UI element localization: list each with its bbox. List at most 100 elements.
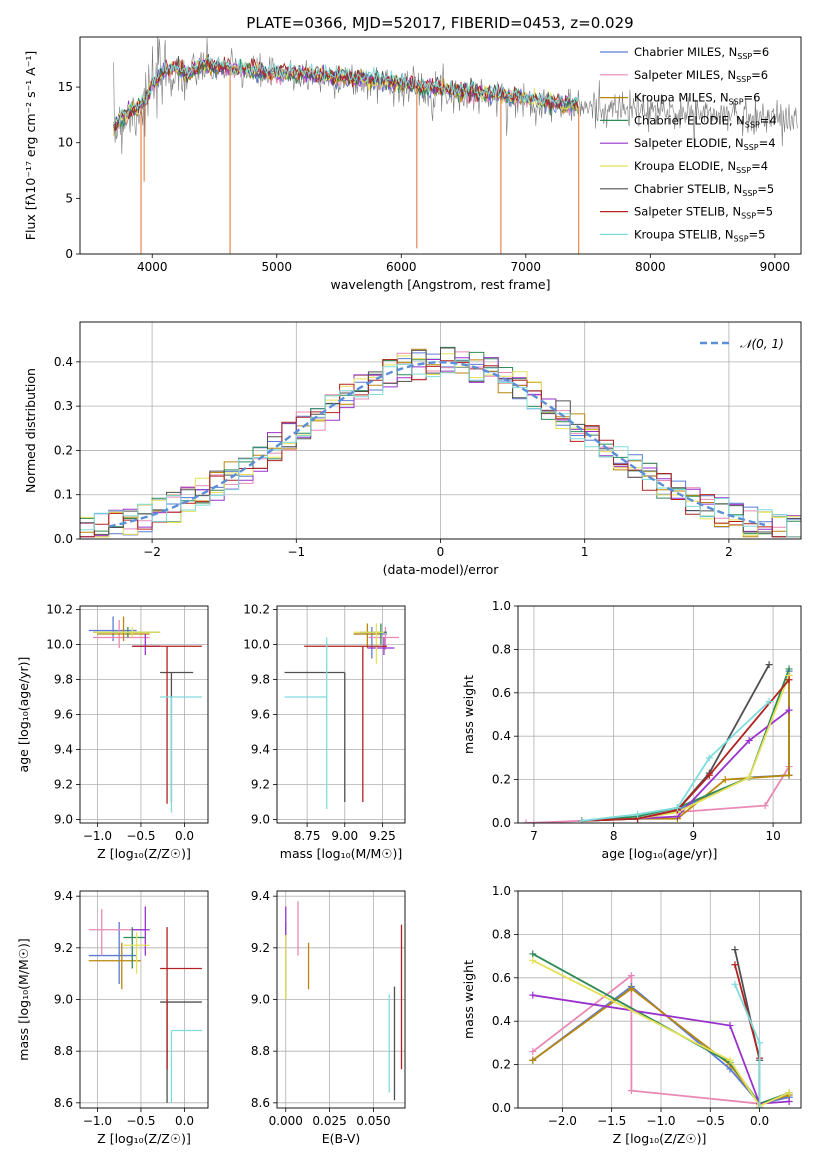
axes-frame [79,321,802,540]
y-tick-label: 0.8 [492,927,511,941]
data-marker [627,972,635,980]
mass_vs_Z-plot-area [88,906,202,1103]
data-marker [761,802,769,810]
x-tick-label: 10 [765,829,780,843]
y-tick-label: 9.4 [54,743,73,757]
data-marker [731,961,739,969]
y-tick-label: 8.8 [54,1044,73,1058]
y-tick-label: 0.2 [54,443,73,457]
legend-label: Kroupa MILES, NSSP=6 [634,91,760,107]
x-tick-label: −0.5 [696,1114,725,1128]
x-tick-label: 0.000 [269,1114,303,1128]
y-tick-label: 9.6 [54,708,73,722]
figure-title: PLATE=0366, MJD=52017, FIBERID=0453, z=0… [246,14,633,32]
x-tick-label: 0.025 [312,1114,346,1128]
x-tick-label: 9.00 [331,829,358,843]
data-marker [765,661,773,669]
x-axis-label: (data-model)/error [383,562,500,577]
age_vs_Z-plot-area [88,616,202,813]
data-marker [705,754,713,762]
x-tick-label: −2.0 [548,1114,577,1128]
axes-frame [517,605,802,824]
mass-weight-line [581,671,790,822]
y-tick-label: 9.2 [54,778,73,792]
mass-weight-line [581,664,770,822]
x-tick-label: 0 [437,545,445,559]
y-tick-label: 0.4 [492,729,511,743]
y-tick-label: 0.8 [492,642,511,656]
spectrum-panel: 4000 5000 6000 7000 8000 9000 0 5 10 15 wavelength… [23,36,802,292]
data-marker [673,804,681,812]
y-tick-label: 0.0 [54,532,73,546]
mass_weight_vs_age-plot-area [522,661,793,823]
y-axis-label: mass weight [461,960,476,1039]
data-marker [756,1104,764,1108]
y-tick-label: 10.2 [46,603,73,617]
mass_vs_Z-panel: −1.0 −0.5 0.0 8.6 8.8 9.0 9.2 9.4 Z [log₁₀(Z/Z☉)… [16,889,209,1146]
y-tick-label: 0.6 [492,686,511,700]
x-axis-label: wavelength [Angstrom, rest frame] [330,277,550,292]
y-tick-label: 9.4 [54,889,73,903]
x-tick-label: 2 [725,545,733,559]
legend-label: Chabrier MILES, NSSP=6 [634,45,769,61]
data-marker [705,771,713,779]
data-marker [785,676,793,684]
y-tick-label: 9.8 [54,673,73,687]
y-tick-label: 1.0 [492,884,511,898]
x-tick-label: 4000 [137,260,168,274]
data-marker [726,1022,734,1030]
spectrum-legend: Chabrier MILES, NSSP=6 Salpeter MILES, NS… [600,45,777,243]
y-axis-label: mass weight [461,675,476,754]
x-tick-label: −1.0 [83,829,112,843]
y-tick-label: 10 [58,136,73,150]
data-marker [785,665,793,673]
x-tick-label: 9.25 [369,829,396,843]
mass_vs_ebv-panel: 0.000 0.025 0.050 8.6 8.8 9.0 9.2 9.4 E(B-V) [251,889,406,1146]
legend-label: Salpeter ELODIE, NSSP=4 [634,136,776,152]
data-marker [785,771,793,779]
legend-label: Salpeter MILES, NSSP=6 [634,68,768,84]
y-tick-label: 0.2 [492,773,511,787]
histogram-step [80,359,801,538]
legend-label: 𝒩(0, 1) [740,337,784,351]
data-marker [785,706,793,714]
model-spectrum-line [113,56,579,131]
x-tick-label: −1 [287,545,305,559]
x-tick-label: 1 [581,545,589,559]
mass-weight-line [532,959,790,1107]
y-tick-label: 9.6 [251,708,270,722]
x-tick-label: 0.050 [356,1114,390,1128]
x-tick-label: 9000 [760,260,791,274]
y-axis-label: age [log₁₀(age/yr)] [16,657,31,773]
mass-weight-line [734,949,761,1108]
x-tick-label: 8.75 [294,829,321,843]
y-axis-label: Normed distribution [23,368,38,493]
legend-label: Chabrier STELIB, NSSP=5 [634,182,774,198]
x-axis-label: Z [log₁₀(Z/Z☉)] [613,1131,707,1146]
y-tick-label: 9.0 [251,993,270,1007]
data-marker [529,1048,537,1056]
x-tick-label: 0.0 [175,1114,194,1128]
data-marker [745,737,753,745]
y-tick-label: 0.4 [54,355,73,369]
axes-frame [79,605,209,824]
data-marker [627,1087,635,1095]
y-tick-label: 0.0 [492,1101,511,1115]
data-marker [785,1089,793,1097]
axes-frame [79,36,802,255]
data-marker [731,946,739,954]
x-tick-label: −2 [143,545,161,559]
x-tick-label: 8000 [635,260,666,274]
y-tick-label: 8.6 [54,1096,73,1110]
x-tick-label: −1.0 [83,1114,112,1128]
y-axis-label: Flux [fλ10⁻¹⁷ erg cm⁻² s⁻¹ A⁻¹] [23,51,38,240]
y-tick-label: 1.0 [492,599,511,613]
mass_vs_ebv-plot-area [285,901,403,1101]
x-tick-label: 8 [610,829,618,843]
y-tick-label: 8.6 [251,1096,270,1110]
x-tick-label: 9 [690,829,698,843]
y-tick-label: 10.2 [243,603,270,617]
x-axis-label: mass [log₁₀(M/M☉)] [280,846,402,861]
x-axis-label: age [log₁₀(age/yr)] [602,846,718,861]
y-tick-label: 8.8 [251,1044,270,1058]
